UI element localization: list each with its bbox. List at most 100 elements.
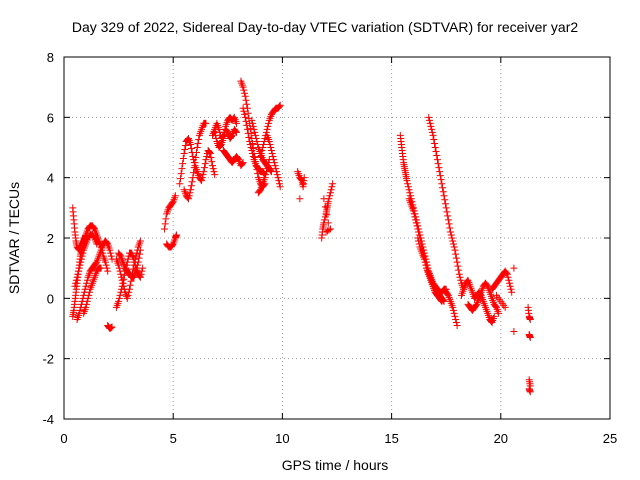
- data-point: [274, 174, 282, 182]
- data-point: [449, 237, 457, 245]
- data-point: [79, 249, 87, 257]
- data-point: [275, 180, 283, 188]
- data-point: [193, 144, 201, 151]
- x-tick-label: 10: [275, 431, 289, 446]
- data-point: [71, 282, 79, 290]
- data-point: [180, 150, 188, 158]
- data-point: [85, 291, 93, 299]
- data-point: [268, 150, 276, 158]
- data-point: [195, 135, 203, 143]
- y-tick-label: 6: [47, 110, 54, 125]
- data-point: [136, 246, 144, 254]
- data-point: [106, 246, 114, 254]
- data-point: [253, 137, 261, 145]
- data-point: [449, 240, 457, 248]
- data-point: [187, 140, 195, 148]
- data-point: [404, 180, 412, 188]
- data-point: [439, 188, 447, 196]
- data-point: [77, 258, 85, 266]
- data-point: [275, 102, 283, 110]
- data-point: [438, 180, 446, 188]
- data-point: [246, 140, 254, 148]
- data-point: [447, 231, 455, 239]
- data-point: [161, 220, 169, 228]
- data-point: [427, 122, 435, 130]
- data-point: [248, 116, 256, 124]
- data-point: [262, 168, 270, 176]
- data-point: [103, 239, 111, 247]
- data-point: [84, 294, 92, 302]
- data-point: [177, 170, 185, 178]
- data-point: [453, 321, 461, 329]
- data-point: [209, 165, 217, 173]
- data-point: [179, 160, 187, 168]
- data-point: [454, 262, 462, 270]
- data-point: [251, 131, 259, 139]
- data-point: [192, 154, 200, 162]
- data-point: [118, 282, 126, 290]
- data-point: [440, 192, 448, 200]
- data-point: [472, 301, 480, 309]
- data-point: [249, 122, 257, 130]
- data-point: [178, 165, 186, 173]
- data-point: [107, 249, 115, 257]
- data-point: [450, 243, 458, 251]
- data-point: [444, 290, 452, 298]
- y-tick-label: -4: [42, 412, 54, 427]
- data-point: [432, 148, 440, 156]
- data-point: [258, 147, 266, 155]
- data-point: [202, 156, 210, 164]
- data-point: [267, 144, 275, 151]
- data-point: [510, 328, 518, 336]
- data-point: [194, 139, 202, 147]
- data-point: [526, 315, 534, 323]
- data-point: [232, 127, 240, 135]
- data-point: [90, 233, 98, 241]
- data-point: [415, 240, 423, 248]
- data-point: [259, 144, 267, 151]
- data-point: [276, 183, 284, 191]
- x-axis-ticks: 0 5 10 15 20 25: [60, 57, 617, 446]
- data-point: [431, 139, 439, 147]
- x-tick-label: 15: [384, 431, 398, 446]
- data-point: [457, 276, 465, 284]
- data-point: [203, 153, 211, 161]
- data-point: [276, 101, 284, 109]
- data-point: [75, 267, 83, 275]
- data-point: [172, 231, 180, 239]
- data-point: [187, 145, 195, 153]
- data-point: [75, 264, 83, 272]
- data-point: [101, 258, 109, 266]
- data-point: [250, 125, 258, 133]
- data-point: [450, 309, 458, 317]
- data-point: [162, 215, 170, 223]
- data-point: [506, 282, 514, 290]
- data-point: [126, 281, 134, 289]
- data-point: [176, 175, 184, 183]
- data-point: [212, 134, 220, 142]
- data-point: [125, 288, 133, 296]
- data-point: [449, 303, 457, 311]
- data-point: [456, 273, 464, 281]
- data-point: [439, 296, 447, 304]
- data-point: [444, 216, 452, 224]
- data-point: [76, 306, 84, 314]
- data-point: [83, 297, 91, 305]
- data-point: [241, 92, 249, 100]
- data-point: [492, 302, 500, 310]
- data-point: [132, 267, 140, 275]
- data-point: [321, 216, 329, 224]
- data-point: [199, 171, 207, 179]
- data-point: [192, 149, 200, 157]
- data-point: [210, 168, 218, 176]
- data-point: [490, 312, 498, 320]
- data-point: [248, 147, 256, 155]
- plot-border: [63, 56, 611, 420]
- data-point: [188, 178, 196, 186]
- data-point: [233, 119, 241, 127]
- data-point: [510, 264, 518, 272]
- data-point: [429, 131, 437, 139]
- data-point: [296, 195, 304, 203]
- data-point: [328, 183, 336, 191]
